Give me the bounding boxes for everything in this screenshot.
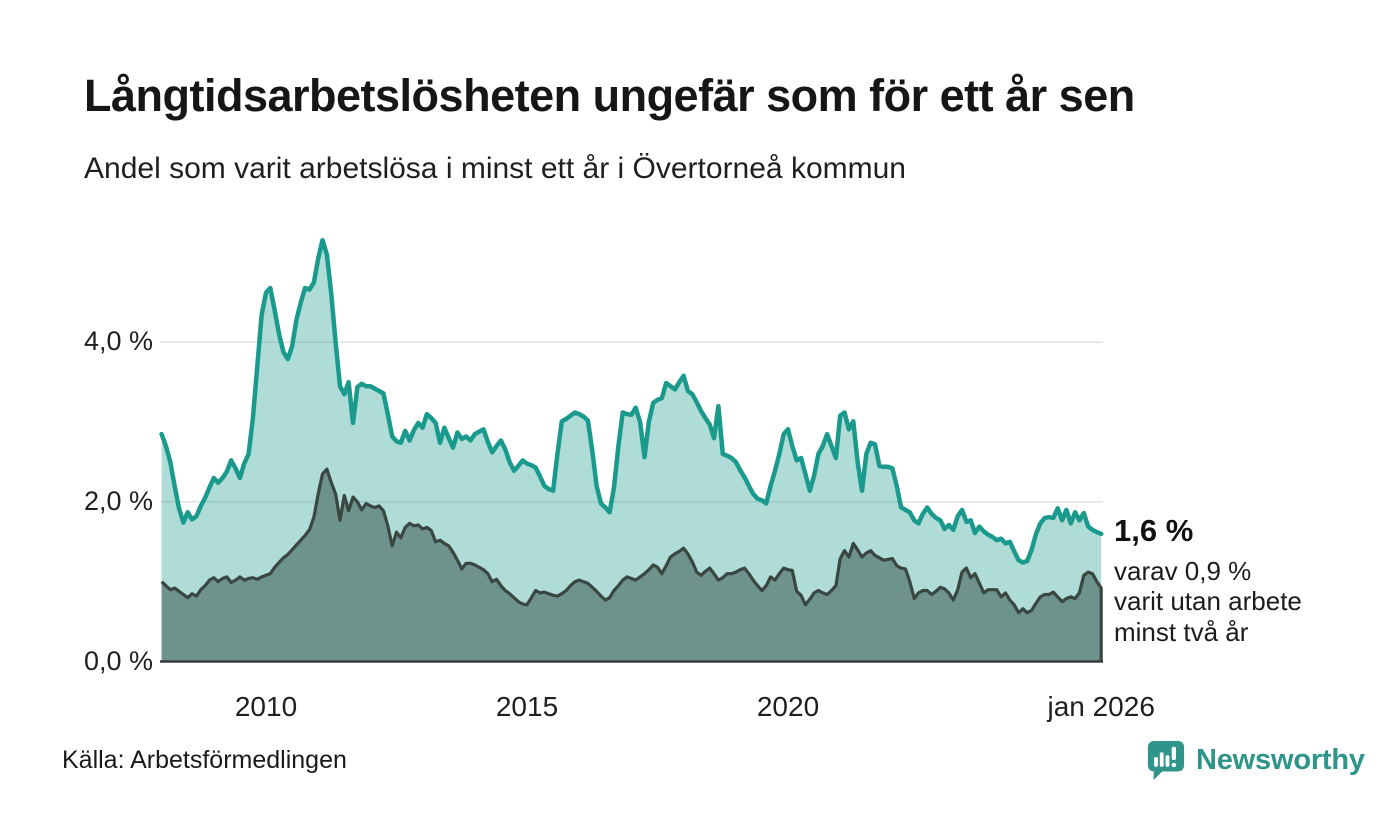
- annotation-detail-line: varav 0,9 %: [1114, 556, 1252, 586]
- brand-logo-icon: [1146, 739, 1186, 782]
- series-twoyear-area: [161, 469, 1102, 662]
- source-note: Källa: Arbetsförmedlingen: [62, 746, 347, 774]
- y-tick-label: 0,0 %: [83, 645, 153, 676]
- x-tick-label: 2010: [234, 691, 298, 722]
- annotation-detail-line: minst två år: [1114, 616, 1249, 647]
- x-tick-label: jan 2026: [1047, 691, 1155, 722]
- chart-subtitle: Andel som varit arbetslösa i minst ett å…: [84, 152, 906, 185]
- value-annotation: 1,6 % varav 0,9 % varit utan arbete mins…: [1114, 513, 1384, 647]
- annotation-value: 1,6 %: [1114, 513, 1194, 548]
- series-twoyear-line: [160, 467, 1103, 662]
- y-tick-label: 4,0 %: [83, 326, 153, 357]
- bar-chart-glyph: [1154, 746, 1176, 768]
- chart-title: Långtidsarbetslösheten ungefär som för e…: [84, 70, 1135, 121]
- brand-logo[interactable]: Newsworthy: [1146, 739, 1365, 782]
- series-total-line: [159, 237, 1104, 565]
- x-tick-label: 2015: [495, 691, 559, 722]
- y-tick-label: 2,0 %: [83, 485, 153, 516]
- brand-name: Newsworthy: [1196, 744, 1365, 776]
- annotation-detail-line: varit utan arbete: [1114, 586, 1302, 617]
- x-tick-label: 2020: [756, 691, 820, 722]
